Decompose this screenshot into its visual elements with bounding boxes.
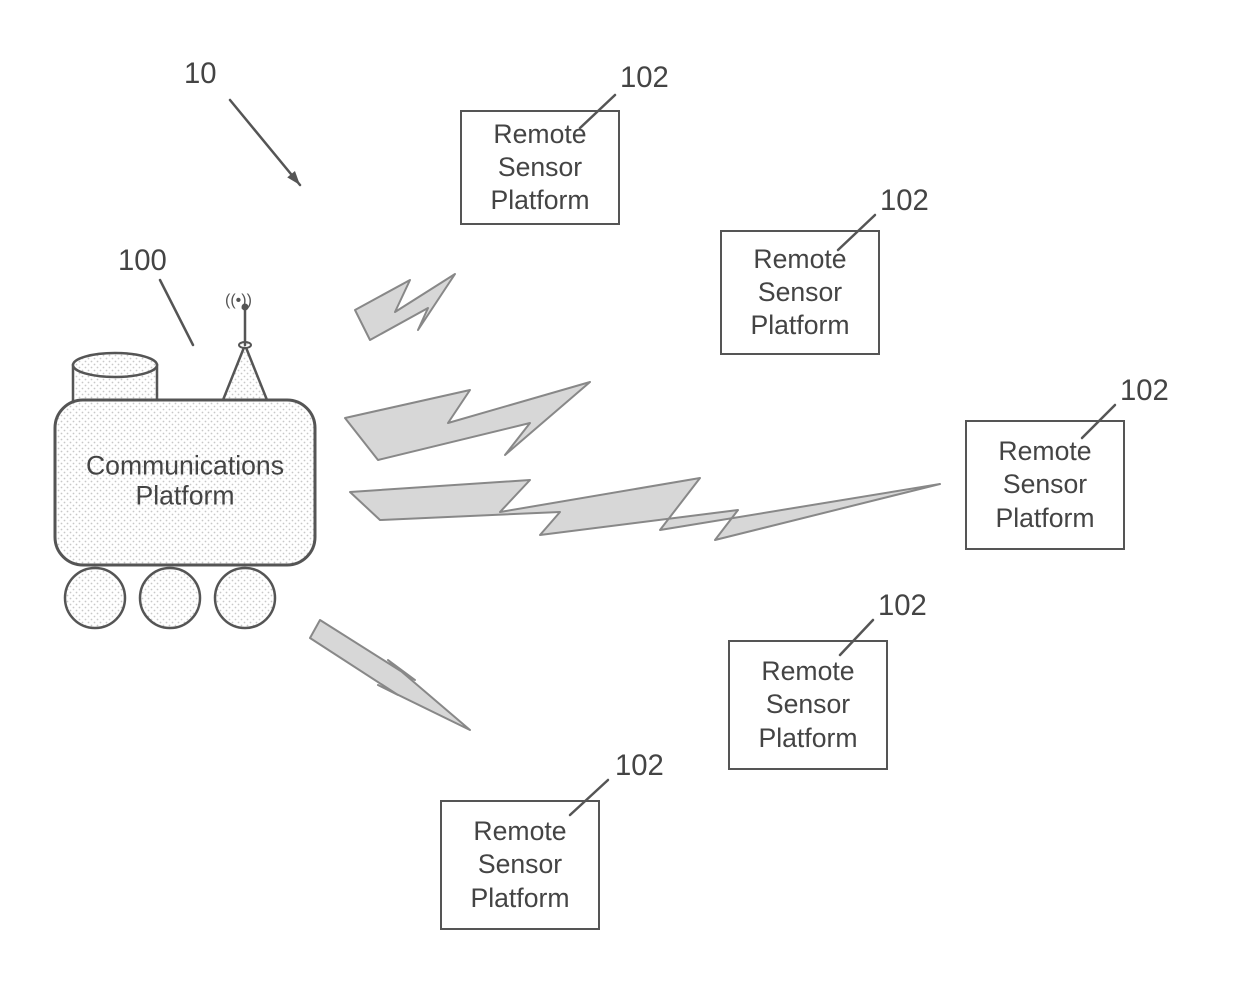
diagram-canvas: ((•))CommunicationsPlatform 10 100 Remot… bbox=[0, 0, 1240, 998]
sensor-reference-leader bbox=[0, 0, 1240, 998]
